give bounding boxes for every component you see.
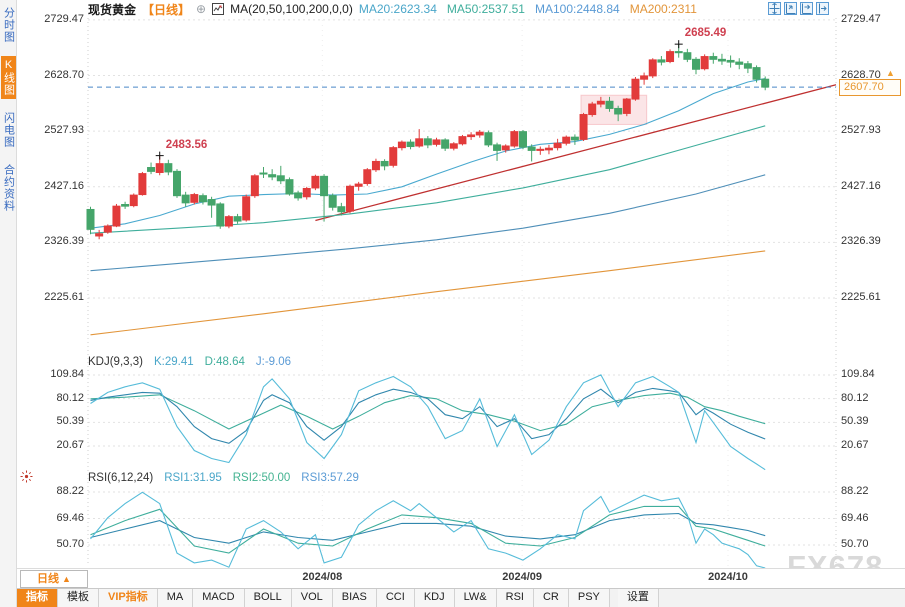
bottom-tab[interactable]: 设置 <box>617 589 659 607</box>
current-price-box: 2607.70 <box>839 79 901 97</box>
sidebar-item[interactable]: 闪电图 <box>2 112 15 148</box>
kdj-indicator-header: KDJ(9,3,3) K:29.41 D:48.64 J:-9.06 <box>88 356 291 368</box>
bottom-tab[interactable]: BIAS <box>332 589 377 607</box>
period-selector-button[interactable]: 日线 ▲ <box>20 570 88 588</box>
bottom-tab[interactable]: MA <box>157 589 194 607</box>
y-axis-label: 2427.16 <box>44 179 84 192</box>
rsi-axis-label: 50.70 <box>56 538 84 550</box>
rsi-axis-label: 69.46 <box>56 511 84 524</box>
kdj-value-label: K:29.41 <box>153 356 194 368</box>
kdj-axis-label: 80.12 <box>841 391 869 404</box>
ma-value-label: MA50:2537.51 <box>446 2 525 16</box>
bottom-tab[interactable]: RSI <box>496 589 534 607</box>
y-axis-label: 2326.39 <box>841 235 881 248</box>
bottom-tab[interactable]: 指标 <box>17 589 58 607</box>
y-axis-label: 2729.47 <box>841 12 881 25</box>
symbol-title: 现货黄金 <box>88 2 137 17</box>
rsi-value-label: RSI3:57.29 <box>301 472 359 484</box>
chart-header: 现货黄金 【日线】 ⊕ MA(20,50,100,200,0,0) MA20:2… <box>88 1 697 17</box>
rsi-value-label: RSI2:50.00 <box>232 472 291 484</box>
ma-values-row: MA20:2623.34 MA50:2537.51 MA100:2448.84 MA2… <box>359 2 697 16</box>
y-axis-label: 2527.93 <box>841 124 881 137</box>
bottom-tab[interactable]: MACD <box>193 589 245 607</box>
y-axis-label: 2326.39 <box>44 235 84 248</box>
ma-function-label: MA(20,50,100,200,0,0) <box>230 2 353 16</box>
kdj-values: K:29.41 D:48.64 J:-9.06 <box>154 356 291 368</box>
kdj-axis-label: 109.84 <box>841 368 875 380</box>
bottom-tab[interactable]: BOLL <box>244 589 292 607</box>
kdj-axis-label: 20.67 <box>56 438 84 451</box>
bottom-tab[interactable]: VOL <box>291 589 333 607</box>
kdj-axis-label: 109.84 <box>50 368 84 380</box>
price-alert-arrow-icon: ▲ <box>886 68 895 79</box>
kdj-axis-label: 20.67 <box>841 438 869 451</box>
sidebar-item[interactable]: 分时图 <box>2 7 15 43</box>
chart-type-icon[interactable] <box>212 3 225 15</box>
rsi-axis-label: 88.22 <box>56 485 84 497</box>
period-label: 日线 <box>37 573 60 585</box>
y-axis-label: 2427.16 <box>841 179 881 192</box>
ma-value-label: MA200:2311 <box>629 2 697 16</box>
chart-toolbar <box>768 2 829 15</box>
y-axis-label: 2628.70 <box>841 68 881 81</box>
bottom-tab[interactable]: CCI <box>376 589 415 607</box>
y-axis-label: 2527.93 <box>44 124 84 137</box>
rsi-axis-label: 50.70 <box>841 538 869 550</box>
rsi-indicator-header: RSI(6,12,24) RSI1:31.95 RSI2:50.00 RSI3:57… <box>88 472 359 484</box>
kdj-axis-label: 50.39 <box>841 415 869 428</box>
period-tag: 【日线】 <box>142 2 191 17</box>
rsi-values: RSI1:31.95 RSI2:50.00 RSI3:57.29 <box>164 472 359 484</box>
bottom-tab[interactable]: 模板 <box>58 589 99 607</box>
x-axis-label: 2024/09 <box>502 571 542 583</box>
pan-reset-icon[interactable] <box>816 2 829 15</box>
x-axis-label: 2024/10 <box>708 571 748 583</box>
sidebar-item[interactable]: K线图 <box>0 56 16 99</box>
bottom-tab[interactable]: CR <box>533 589 569 607</box>
y-axis-label: 2628.70 <box>44 68 84 81</box>
y-axis-label: 2225.61 <box>841 291 881 303</box>
kdj-value-label: J:-9.06 <box>255 356 292 368</box>
rsi-axis-label: 88.22 <box>841 485 869 497</box>
kdj-title: KDJ(9,3,3) <box>88 356 143 368</box>
crosshair-icon[interactable] <box>768 2 781 15</box>
chevron-up-icon: ▲ <box>62 574 71 584</box>
bottom-tab[interactable]: KDJ <box>414 589 455 607</box>
bottom-tab[interactable]: VIP指标 <box>99 589 158 607</box>
auto-scale-icon[interactable] <box>784 2 797 15</box>
bottom-tab[interactable]: PSY <box>568 589 610 607</box>
y-axis-label: 2225.61 <box>44 291 84 303</box>
rsi-value-label: RSI1:31.95 <box>164 472 222 484</box>
y-axis-label: 2729.47 <box>44 12 84 25</box>
ma-value-label: MA20:2623.34 <box>358 2 437 16</box>
rsi-title: RSI(6,12,24) <box>88 472 154 484</box>
current-price-value: 2607.70 <box>844 81 884 94</box>
sidebar: 分时图 K线图闪电图合约资料 <box>0 0 17 607</box>
add-overlay-icon[interactable]: ⊕ <box>196 2 207 16</box>
ma-value-label: MA100:2448.84 <box>534 2 620 16</box>
indicator-settings-icon[interactable] <box>20 470 33 488</box>
sidebar-item[interactable]: 合约资料 <box>2 164 15 212</box>
scale-right-icon[interactable] <box>800 2 813 15</box>
kdj-value-label: D:48.64 <box>204 356 245 368</box>
kdj-axis-label: 50.39 <box>56 415 84 428</box>
indicator-tab-bar: 指标 模板 VIP指标 MA MACD BOLL VOL BIAS CCI KDJ LW& RSI CR… <box>17 588 905 607</box>
x-axis-label: 2024/08 <box>302 571 343 583</box>
price-annotation: 2483.56 <box>165 138 208 151</box>
kdj-axis-label: 80.12 <box>56 391 84 404</box>
x-axis-row: 日线 ▲ <box>17 568 905 589</box>
bottom-tab[interactable]: LW& <box>454 589 497 607</box>
price-annotation: 2685.49 <box>684 27 727 40</box>
rsi-axis-label: 69.46 <box>841 511 869 524</box>
